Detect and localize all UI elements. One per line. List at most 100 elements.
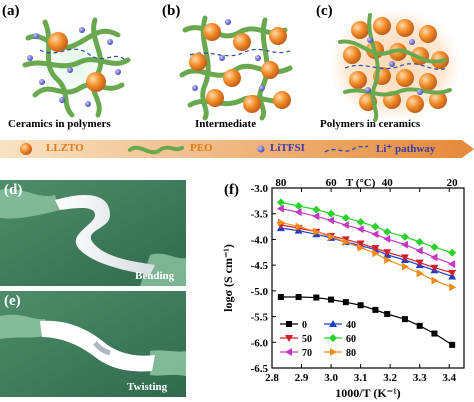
series-line-40: [280, 227, 453, 278]
panel-b-caption: Intermediate: [195, 118, 257, 130]
llzto-marker-icon: [20, 143, 32, 155]
data-point-70: [276, 204, 284, 213]
legend-li-pathway: Li⁺ pathway: [376, 143, 436, 155]
legend-label-50: 50: [302, 334, 312, 345]
data-point-80: [401, 262, 409, 271]
data-point-70: [341, 221, 349, 230]
twisting-photo-image: [0, 291, 186, 397]
data-point-50: [448, 269, 457, 277]
data-point-80: [384, 256, 392, 264]
data-point-70: [327, 216, 335, 225]
top-tick-label: 40: [382, 177, 394, 189]
data-point-0: [295, 294, 302, 301]
data-point-0: [416, 322, 423, 329]
legend-label-40: 40: [346, 320, 356, 331]
top-tick-label: 80: [275, 177, 287, 189]
y-tick-label: -3.0: [251, 183, 269, 195]
twisting-photo: [0, 291, 186, 397]
x-tick-label: 3.3: [413, 372, 427, 384]
data-point-80: [277, 218, 285, 227]
progression-arrow: [0, 140, 474, 158]
data-point-70: [448, 260, 456, 269]
x-axis-label: 1000/T (K⁻¹): [335, 386, 400, 400]
top-axis-label: T (°C): [346, 177, 376, 189]
legend-label-60: 60: [346, 334, 356, 345]
panel-e-tag: (e): [4, 293, 21, 309]
data-point-60: [415, 238, 424, 246]
data-point-0: [384, 311, 391, 317]
y-tick-label: -3.5: [251, 209, 269, 221]
data-point-80: [328, 232, 336, 241]
series-line-70: [280, 207, 453, 265]
data-point-80: [295, 222, 303, 231]
legend-marker-60: [329, 334, 337, 342]
legend-marker-0: [286, 321, 292, 327]
legend-marker-50: [285, 335, 293, 342]
legend-marker-70: [285, 348, 292, 356]
x-tick-label: 3.2: [383, 372, 397, 384]
data-point-50: [371, 245, 380, 253]
data-point-60: [312, 205, 321, 214]
data-point-70: [430, 253, 438, 262]
legend-label-80: 80: [346, 348, 356, 359]
panel-b-illustration: [179, 15, 293, 121]
y-tick-label: -6.5: [251, 363, 269, 375]
panel-c-tag: (c): [316, 3, 333, 19]
litfsi-marker-icon: [257, 145, 265, 153]
data-point-0: [431, 330, 438, 337]
data-point-80: [342, 238, 350, 246]
data-point-50: [400, 254, 409, 262]
x-tick-label: 3.0: [324, 372, 338, 384]
data-point-0: [372, 306, 379, 313]
panel-c-illustration: [330, 10, 460, 122]
data-point-70: [294, 208, 302, 217]
data-point-60: [341, 213, 350, 222]
panel-e-caption: Twisting: [127, 381, 168, 393]
data-point-80: [416, 269, 424, 278]
panel-a-tag: (a): [2, 3, 20, 19]
data-point-60: [356, 217, 365, 226]
data-point-60: [448, 248, 457, 257]
data-point-50: [430, 264, 439, 272]
panel-c-caption: Polymers in ceramics: [320, 118, 421, 130]
data-point-80: [313, 227, 321, 236]
data-point-70: [356, 225, 364, 234]
data-point-60: [430, 243, 439, 252]
data-point-50: [356, 240, 365, 248]
legend-peo: PEO: [190, 142, 213, 154]
data-point-0: [342, 299, 349, 306]
bending-photo: [0, 180, 186, 286]
data-point-0: [449, 341, 456, 348]
plot-frame: [271, 187, 465, 369]
data-point-70: [400, 240, 408, 249]
panel-a-illustration: [13, 13, 137, 118]
y-tick-label: -5.0: [251, 286, 269, 298]
y-tick-label: -4.5: [251, 260, 269, 272]
schematic-panels: [0, 10, 474, 158]
y-tick-label: -4.0: [251, 234, 269, 246]
panel-f-tag: (f): [224, 182, 239, 198]
x-tick-label: 2.9: [295, 372, 309, 384]
data-point-80: [357, 243, 365, 252]
data-point-60: [327, 209, 336, 218]
data-point-50: [415, 259, 424, 267]
data-point-70: [371, 230, 379, 239]
x-tick-label: 3.4: [442, 372, 456, 384]
y-tick-label: -5.5: [251, 312, 269, 324]
legend-label-70: 70: [302, 348, 312, 359]
data-point-80: [431, 276, 439, 285]
legend-marker-80: [330, 348, 337, 356]
panel-b-tag: (b): [162, 3, 181, 19]
data-point-60: [383, 227, 392, 236]
y-tick-label: -6.0: [251, 337, 269, 349]
data-point-70: [415, 246, 423, 255]
top-tick-label: 60: [326, 177, 338, 189]
data-point-60: [400, 232, 409, 241]
panel-d-tag: (d): [4, 182, 23, 198]
data-point-0: [277, 294, 284, 301]
li-pathway-icon: [324, 145, 369, 153]
data-point-70: [312, 212, 320, 221]
data-point-0: [313, 294, 320, 301]
top-tick-label: 20: [447, 177, 459, 189]
data-point-50: [383, 249, 392, 257]
